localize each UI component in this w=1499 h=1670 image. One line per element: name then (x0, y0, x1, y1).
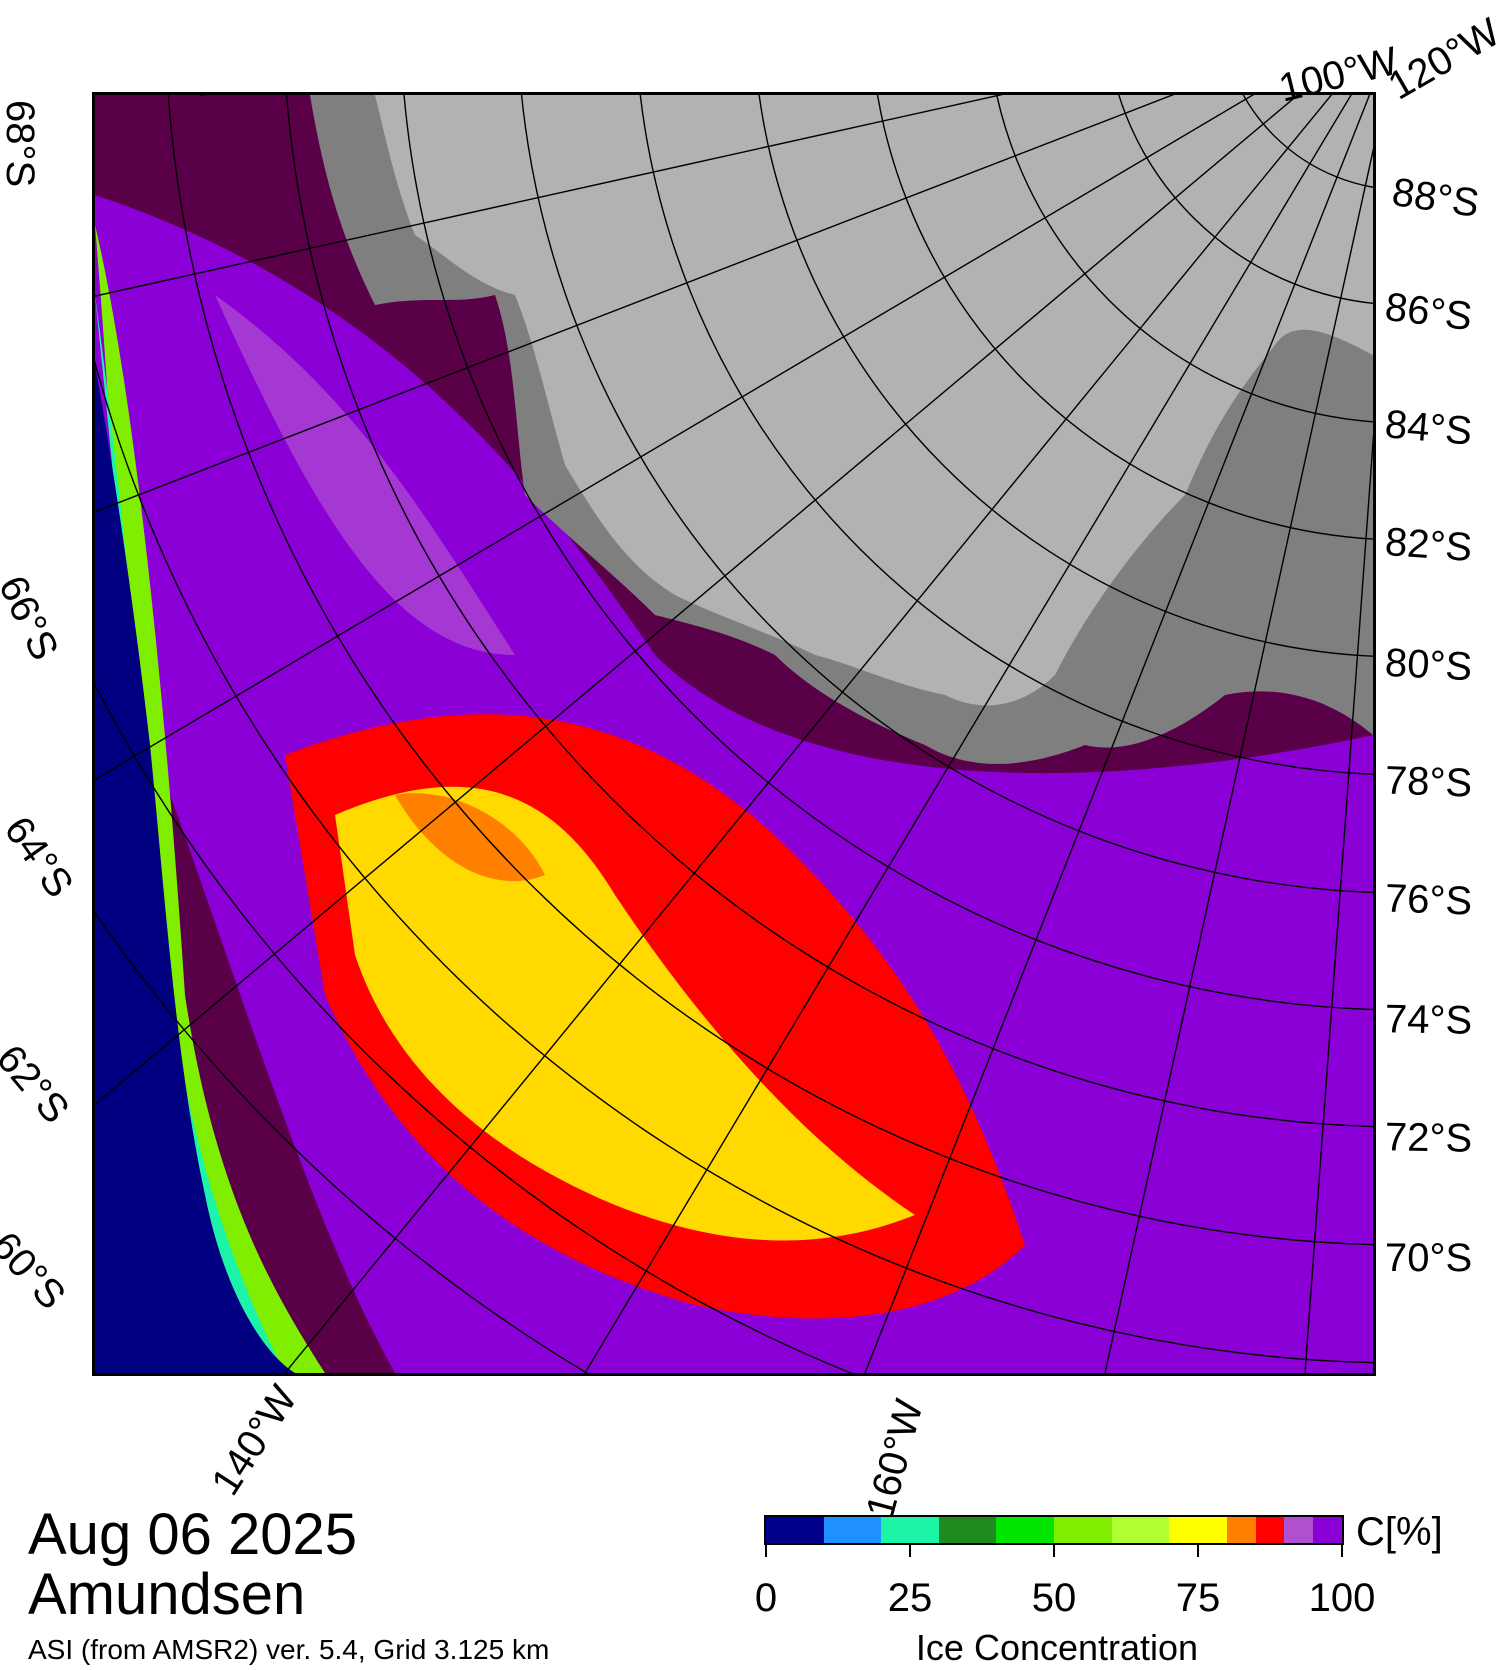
land-ice (375, 95, 1373, 706)
lon-label-120w: 120°W (1381, 10, 1499, 109)
colorbar-bin-3 (938, 1517, 997, 1543)
lat-label-86s: 86°S (1382, 284, 1475, 340)
colorbar-unit: C[%] (1356, 1510, 1443, 1554)
ice-concentration-map (92, 92, 1376, 1376)
open-ocean (95, 365, 295, 1373)
colorbar-bin-10 (1284, 1517, 1314, 1543)
colorbar-tick (909, 1545, 911, 1557)
lat-label-80s: 80°S (1383, 640, 1474, 690)
lat-label-62s: 62°S (0, 1036, 78, 1132)
colorbar-tick (1053, 1545, 1055, 1557)
colorbar-tick (765, 1545, 767, 1557)
lat-label-78s: 78°S (1384, 758, 1473, 806)
lon-label-140w: 140°W (203, 1377, 306, 1503)
colorbar-bin-5 (1053, 1517, 1112, 1543)
colorbar-bin-1 (823, 1517, 882, 1543)
colorbar-bin-9 (1255, 1517, 1285, 1543)
ice-light-purple-patch (215, 295, 515, 655)
lat-label-66s: 66°S (0, 569, 67, 667)
colorbar-title: Ice Concentration (915, 1627, 1199, 1668)
colorbar-tick-label: 75 (1175, 1576, 1221, 1620)
ice-orange-patch (395, 793, 545, 882)
colorbar-bin-6 (1111, 1517, 1170, 1543)
colorbar (764, 1515, 1344, 1545)
map-canvas (95, 95, 1373, 1373)
colorbar-tick (1341, 1545, 1343, 1557)
colorbar-bin-11 (1313, 1517, 1342, 1543)
colorbar-tick-label: 0 (754, 1576, 778, 1620)
lat-label-68s: 68°S (0, 100, 42, 188)
product-info: ASI (from AMSR2) ver. 5.4, Grid 3.125 km (28, 1634, 550, 1665)
ice-yellow-zone (335, 786, 915, 1241)
lat-label-82s: 82°S (1383, 520, 1474, 570)
region-title: Amundsen (28, 1562, 306, 1627)
lat-label-64s: 64°S (0, 808, 82, 906)
colorbar-tick-label: 25 (887, 1576, 933, 1620)
lat-label-72s: 72°S (1384, 1115, 1473, 1161)
colorbar-bin-8 (1226, 1517, 1256, 1543)
lat-label-60s: 60°S (0, 1223, 74, 1318)
colorbar-bin-0 (766, 1517, 824, 1543)
date-title: Aug 06 2025 (28, 1502, 357, 1567)
colorbar-tick-label: 50 (1031, 1576, 1077, 1620)
colorbar-tick-label: 100 (1308, 1576, 1376, 1620)
colorbar-bin-2 (881, 1517, 939, 1543)
lat-label-74s: 74°S (1384, 997, 1473, 1043)
colorbar-bin-4 (996, 1517, 1054, 1543)
colorbar-tick (1197, 1545, 1199, 1557)
lat-label-70s: 70°S (1385, 1236, 1473, 1280)
lat-label-76s: 76°S (1384, 876, 1473, 924)
longitude-grid (95, 95, 1373, 1373)
lat-label-84s: 84°S (1383, 402, 1474, 454)
colorbar-bin-7 (1169, 1517, 1227, 1543)
lat-label-88s: 88°S (1389, 170, 1482, 226)
lon-label-160w: 160°W (858, 1395, 932, 1523)
